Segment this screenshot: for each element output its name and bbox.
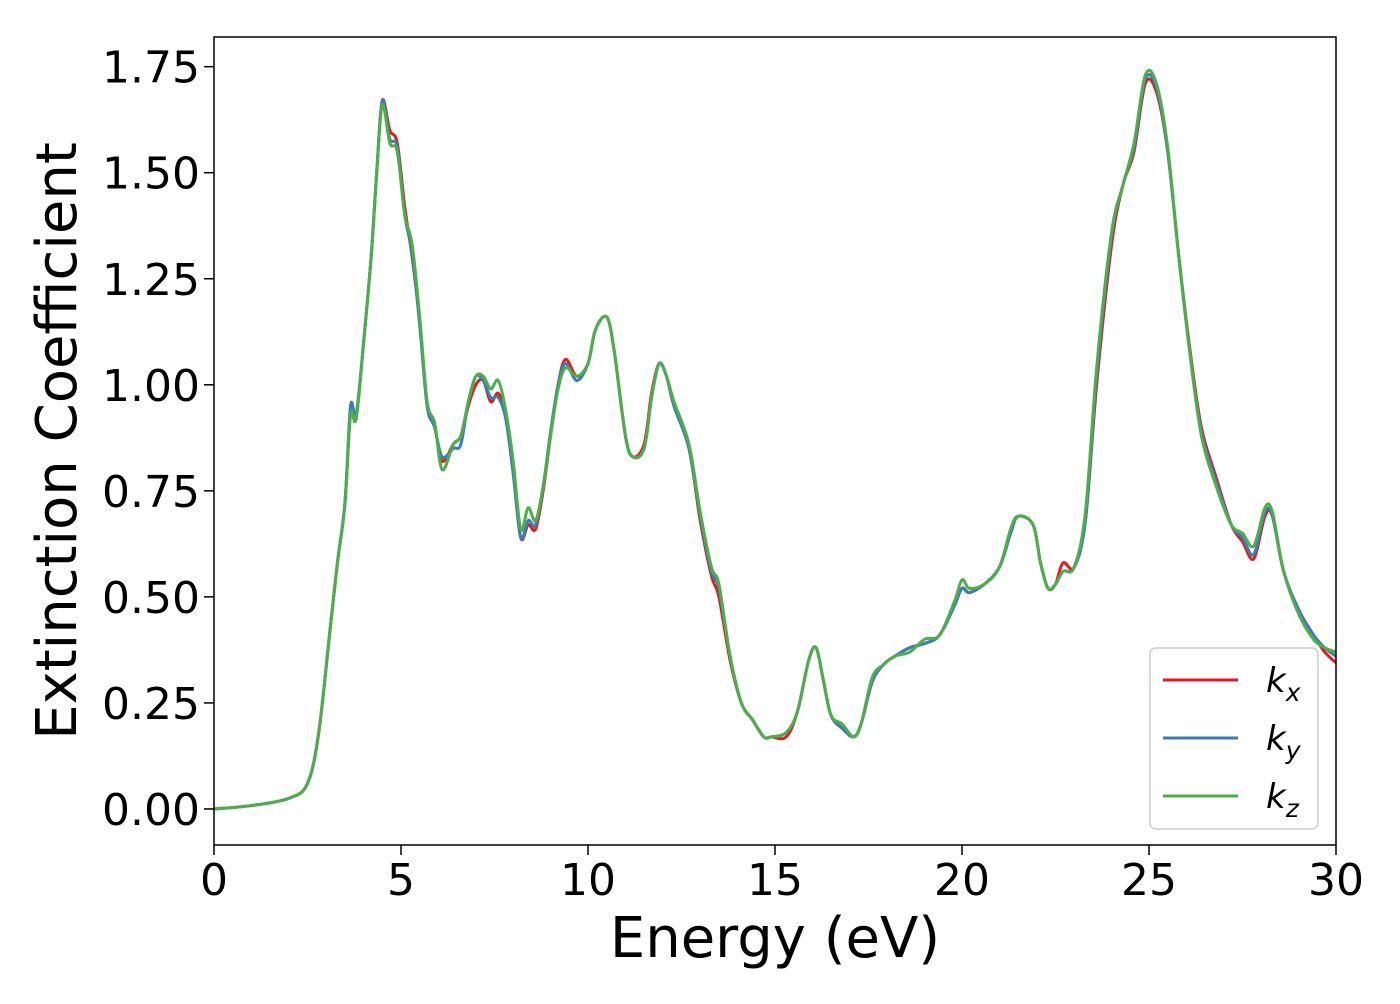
y-axis: 0.00 0.25 0.50 0.75 1.00 1.25 1.50 1.75 — [102, 43, 214, 836]
y-tick-label: 1.50 — [102, 149, 200, 200]
x-tick-label: 0 — [200, 855, 228, 906]
y-tick-label: 1.75 — [102, 43, 200, 94]
y-tick-label: 1.25 — [102, 255, 200, 306]
series-layer — [214, 68, 1336, 811]
y-tick-label: 0.75 — [102, 467, 200, 518]
series-line-kz — [214, 68, 1336, 811]
y-tick-label: 1.00 — [102, 361, 200, 412]
x-axis: 0 5 10 15 20 25 30 — [200, 845, 1364, 906]
x-axis-title: Energy (eV) — [610, 906, 940, 971]
x-tick-label: 30 — [1308, 855, 1364, 906]
y-tick-label: 0.25 — [102, 679, 200, 730]
x-tick-label: 15 — [747, 855, 803, 906]
y-tick-label: 0.50 — [102, 573, 200, 624]
y-axis-title: Extinction Coefficient — [25, 142, 90, 740]
legend-label-kx: kx — [1266, 661, 1301, 707]
y-tick-label: 0.00 — [102, 785, 200, 836]
legend-label-ky: ky — [1266, 719, 1302, 765]
x-tick-label: 20 — [934, 855, 990, 906]
x-tick-label: 25 — [1121, 855, 1177, 906]
x-tick-label: 10 — [560, 855, 616, 906]
x-tick-label: 5 — [387, 855, 415, 906]
legend-label-kz: kz — [1266, 777, 1300, 823]
legend: kx ky kz — [1149, 647, 1319, 830]
